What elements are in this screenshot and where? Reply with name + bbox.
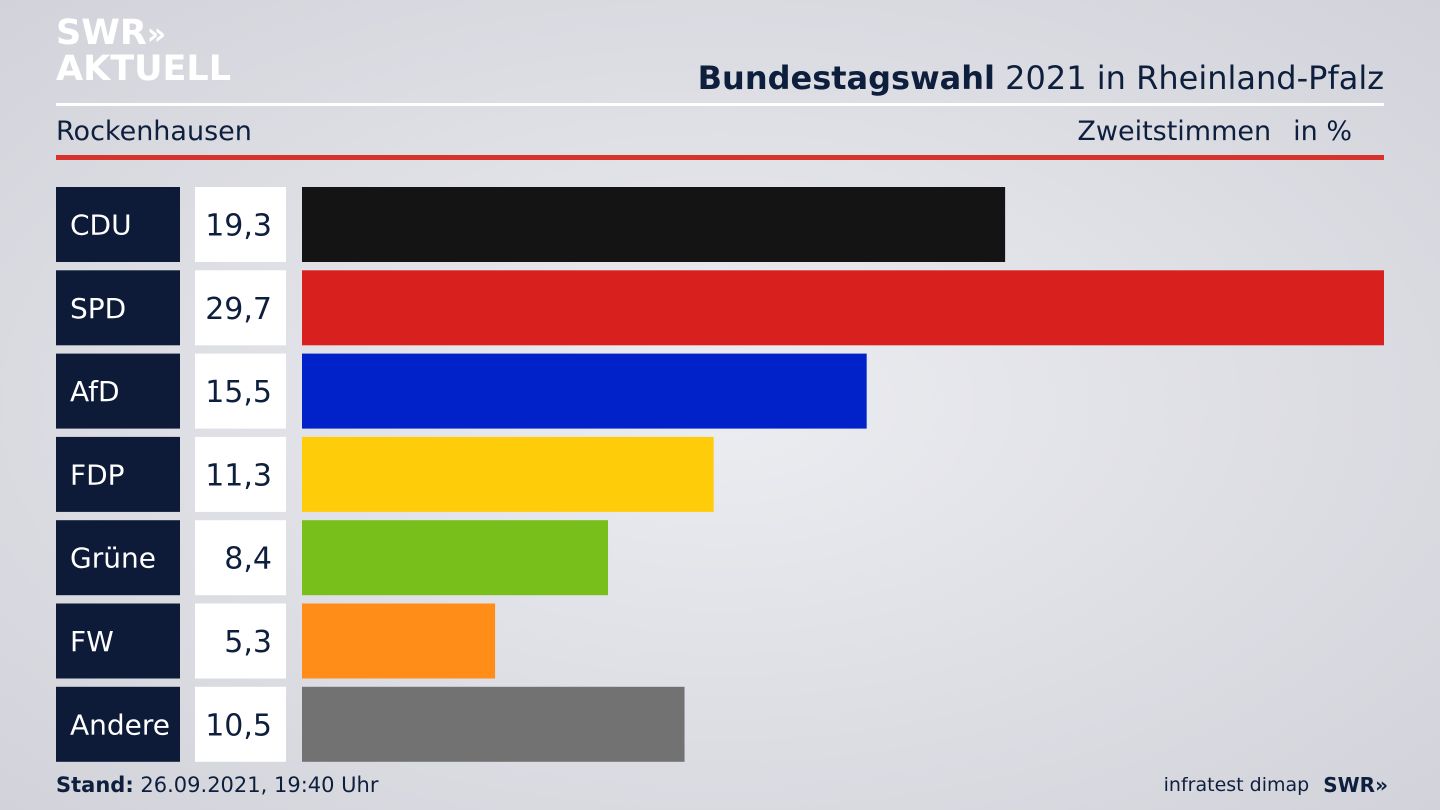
bar-row-cdu: CDU 19,3 bbox=[56, 187, 1006, 262]
party-label-box bbox=[56, 520, 180, 596]
logo-line-1: SWR» bbox=[56, 13, 166, 53]
value-label: 10,5 bbox=[205, 708, 272, 743]
party-label-box bbox=[56, 270, 180, 346]
bar-fdp bbox=[302, 436, 714, 512]
party-label: Andere bbox=[70, 708, 170, 741]
region-name: Rockenhausen bbox=[56, 116, 252, 147]
party-label: FW bbox=[70, 625, 114, 658]
value-box bbox=[195, 187, 286, 262]
swr-aktuell-logo: SWR» AKTUELL bbox=[56, 13, 232, 89]
party-label: FDP bbox=[70, 458, 125, 491]
title-strong: Bundestagswahl bbox=[697, 59, 995, 97]
bar-row-fw: FW 5,3 bbox=[56, 603, 496, 679]
value-label: 5,3 bbox=[224, 625, 272, 660]
party-label-box bbox=[56, 686, 180, 762]
party-label-box bbox=[56, 603, 180, 679]
value-box bbox=[195, 603, 286, 679]
party-label-box bbox=[56, 187, 180, 262]
red-divider bbox=[56, 155, 1384, 160]
bar-row-andere: Andere 10,5 bbox=[56, 686, 685, 762]
value-box bbox=[195, 686, 286, 762]
value-box bbox=[195, 353, 286, 429]
party-label: Grüne bbox=[70, 542, 156, 575]
value-label: 15,5 bbox=[205, 375, 272, 410]
party-label: AfD bbox=[70, 375, 120, 408]
value-box bbox=[195, 520, 286, 596]
bar-row-afd: AfD 15,5 bbox=[56, 353, 867, 429]
party-label: CDU bbox=[70, 209, 132, 242]
measure-label: Zweitstimmen bbox=[1077, 116, 1272, 147]
source-credits: infratest dimap SWR» bbox=[1163, 771, 1388, 799]
bar-row-fdp: FDP 11,3 bbox=[56, 436, 714, 512]
bar-fw bbox=[302, 603, 496, 679]
header-divider bbox=[56, 103, 1384, 106]
party-label: SPD bbox=[70, 292, 126, 325]
value-label: 19,3 bbox=[205, 209, 272, 244]
bar-row-grüne: Grüne 8,4 bbox=[56, 520, 609, 596]
party-label-box bbox=[56, 353, 180, 429]
source-name: infratest dimap bbox=[1163, 774, 1310, 796]
measure-subtitle: Zweitstimmen in % bbox=[1077, 114, 1352, 150]
value-box bbox=[195, 270, 286, 346]
bar-grüne bbox=[302, 520, 609, 596]
bar-row-spd: SPD 29,7 bbox=[56, 270, 1384, 346]
value-box bbox=[195, 436, 286, 512]
unit-label: in % bbox=[1293, 116, 1352, 147]
bar-andere bbox=[302, 686, 685, 762]
stand-value: 26.09.2021, 19:40 Uhr bbox=[133, 773, 379, 797]
title-rest: 2021 in Rheinland-Pfalz bbox=[995, 59, 1384, 97]
brand-chevron-icon: » bbox=[1375, 773, 1388, 797]
logo-line-2: AKTUELL bbox=[56, 49, 232, 89]
bar-cdu bbox=[302, 187, 1006, 262]
swr-brand-logo: SWR» bbox=[1323, 773, 1388, 797]
timestamp: Stand: 26.09.2021, 19:40 Uhr bbox=[56, 771, 379, 799]
stand-label: Stand: bbox=[56, 773, 134, 797]
chart-title: Bundestagswahl 2021 in Rheinland-Pfalz bbox=[698, 58, 1384, 98]
value-label: 11,3 bbox=[205, 458, 272, 493]
party-label-box bbox=[56, 436, 180, 512]
bar-afd bbox=[302, 353, 867, 429]
value-label: 29,7 bbox=[205, 292, 272, 327]
value-label: 8,4 bbox=[224, 542, 272, 577]
bar-spd bbox=[302, 270, 1384, 346]
